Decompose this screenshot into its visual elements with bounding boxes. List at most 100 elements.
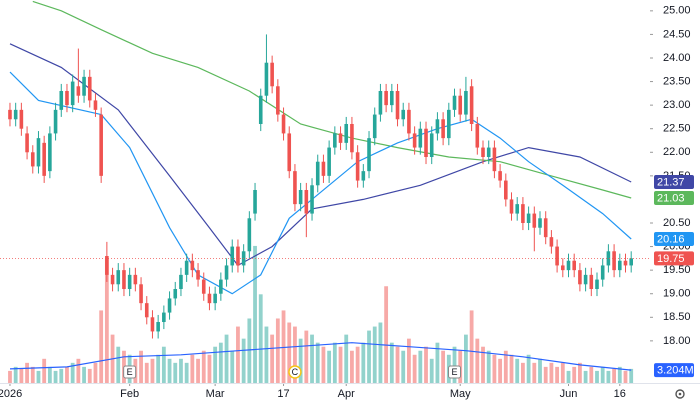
volume-bar [572, 366, 577, 383]
volume-bar [201, 350, 206, 383]
volume-bar [526, 354, 531, 383]
candle-body [424, 128, 428, 157]
candle-body [321, 161, 326, 176]
x-tick-label: Feb [120, 388, 139, 400]
candle-body [447, 109, 451, 139]
candle-body [361, 171, 366, 181]
volume-bar [327, 350, 332, 383]
event-label: E [452, 367, 458, 377]
volume-bar [395, 346, 400, 383]
price-tag [654, 232, 694, 247]
volume-bar [515, 358, 520, 383]
volume-bar [481, 346, 485, 383]
y-tick-label: 20.50 [663, 217, 691, 229]
y-tick-label: 25.00 [663, 5, 691, 17]
event-marker [448, 365, 462, 379]
candle-body [572, 260, 576, 271]
volume-layer [8, 245, 634, 383]
volume-bar [150, 358, 155, 383]
candle-body [378, 90, 383, 115]
volume-bar [298, 338, 303, 383]
candle-body [589, 274, 594, 290]
volume-bar [315, 342, 320, 383]
candle-body [629, 258, 633, 266]
volume-bar [258, 294, 263, 383]
candle-body [315, 161, 320, 186]
candle-body [549, 237, 554, 247]
candle-body [469, 86, 474, 124]
candle-body [418, 128, 423, 148]
candle-body [196, 270, 200, 280]
candle-body [201, 279, 206, 294]
ma-layer [9, 0, 632, 371]
candle-body [390, 90, 394, 106]
volume-bar [281, 310, 286, 383]
candle-body [521, 204, 525, 224]
volume-bar [184, 362, 189, 383]
price-tag-label: 19.75 [657, 253, 685, 265]
candle-body [612, 251, 616, 271]
x-tick-label: Mar [206, 388, 225, 400]
x-tick-label: 17 [277, 388, 289, 400]
x-tick-label: May [450, 388, 471, 400]
candle-body [304, 190, 309, 214]
candle-body [492, 147, 497, 172]
candle-body [464, 90, 468, 115]
candle-body [42, 142, 46, 176]
candle-body [247, 218, 252, 252]
volume-bar [401, 350, 406, 383]
candle-body [105, 256, 109, 275]
candle-body [99, 114, 103, 176]
candle-body [173, 289, 178, 299]
candle-body [270, 62, 274, 87]
moving-average-line [9, 342, 632, 371]
event-label: C [292, 367, 299, 377]
volume-bar [332, 342, 337, 383]
candle-body [8, 109, 12, 120]
volume-bar [241, 338, 246, 383]
volume-bar [389, 342, 394, 383]
price-tag [654, 191, 694, 206]
candle-body [48, 133, 52, 172]
volume-bar [549, 362, 554, 383]
candle-body [561, 265, 565, 271]
candle-body [498, 171, 502, 181]
volume-bar [190, 354, 195, 383]
candle-body [486, 147, 491, 157]
candle-body [93, 100, 98, 110]
volume-bar [600, 366, 605, 383]
candle-body [583, 274, 588, 285]
volume-bar [350, 350, 354, 383]
candle-body [344, 123, 349, 143]
candle-body [110, 274, 115, 285]
candle-body [481, 147, 485, 157]
volume-bar [464, 334, 468, 383]
y-tick-label: 22.50 [663, 123, 691, 135]
event-marker [123, 365, 137, 379]
candle-body [412, 133, 417, 148]
volume-bar [521, 362, 525, 383]
y-tick-label: 23.00 [663, 99, 691, 111]
volume-bar [418, 350, 423, 383]
candle-body [30, 152, 35, 167]
candle-body [264, 62, 269, 96]
x-tick-label: Jun [560, 388, 578, 400]
candle-body [293, 171, 297, 205]
volume-bar [139, 350, 143, 383]
settings-icon[interactable] [675, 389, 685, 399]
candle-body [310, 185, 314, 214]
volume-bar [441, 350, 446, 383]
candle-body [566, 260, 571, 271]
candle-body [150, 317, 155, 332]
candle-body [87, 76, 92, 101]
y-tick-label: 22.00 [663, 146, 691, 158]
candle-body [395, 90, 400, 120]
volume-bar [156, 354, 161, 383]
candle-body [258, 95, 263, 124]
candle-body [70, 81, 75, 106]
candle-body [144, 303, 149, 318]
x-tick-label: 16 [614, 388, 626, 400]
candle-body [555, 246, 559, 266]
candle-body [515, 204, 520, 214]
candle-body [36, 138, 41, 167]
